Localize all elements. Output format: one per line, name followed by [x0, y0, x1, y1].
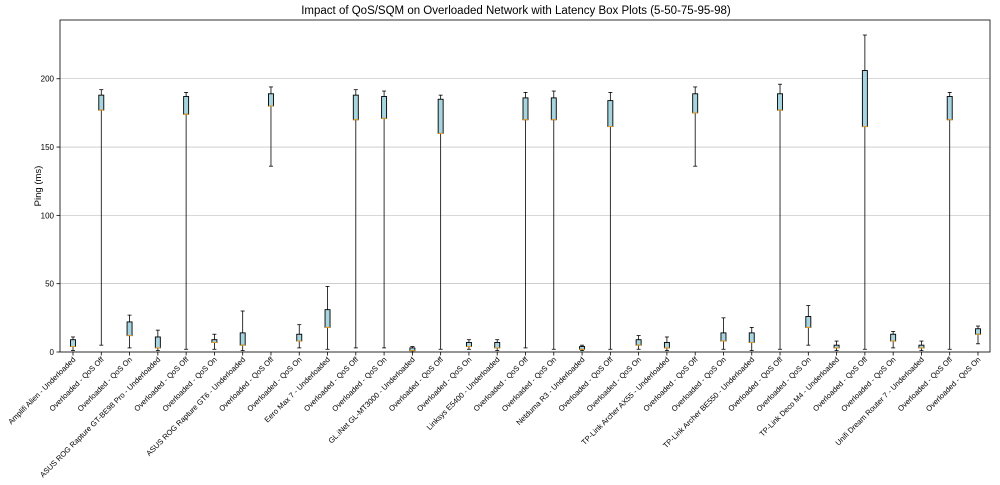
- box: [692, 93, 699, 114]
- plot-frame: [59, 19, 991, 353]
- x-tick-label: Overloaded - QoS On: [670, 355, 728, 413]
- box-plot: [352, 89, 359, 349]
- box-plot: [239, 310, 246, 352]
- box: [975, 328, 981, 335]
- box-plot: [154, 329, 161, 352]
- box: [861, 70, 868, 128]
- box: [154, 336, 161, 349]
- box: [268, 93, 274, 107]
- box: [946, 96, 953, 121]
- box-plot: [918, 340, 925, 352]
- box-plot: [635, 335, 642, 350]
- x-tick-label: Overloaded - QoS On: [415, 355, 473, 413]
- y-tick-label: 150: [41, 143, 55, 152]
- box-plot: [975, 325, 981, 345]
- box-plot: [183, 92, 190, 350]
- box: [126, 321, 133, 337]
- box-plot: [409, 346, 416, 353]
- y-tick-label: 50: [45, 280, 54, 289]
- box-plot: [777, 83, 783, 350]
- box-plot: [748, 327, 755, 352]
- box: [494, 341, 501, 349]
- box: [98, 94, 105, 111]
- x-tick-label: Overloaded - QoS On: [754, 355, 812, 413]
- y-ticks: 0 50 100 150 200: [41, 75, 60, 357]
- y-axis-label: Ping (ms): [33, 166, 44, 207]
- box-plot: [663, 336, 670, 352]
- x-tick-label: Overloaded - QoS On: [924, 355, 982, 413]
- box-plot: [437, 94, 444, 350]
- x-tick-label: Overloaded - QoS On: [245, 355, 303, 413]
- y-tick-label: 200: [41, 75, 55, 84]
- box-plot: [890, 331, 897, 349]
- chart-title: Impact of QoS/SQM on Overloaded Network …: [301, 5, 731, 17]
- box: [437, 98, 444, 134]
- box-plot: [833, 340, 840, 352]
- x-tick-label: Overloaded - QoS On: [585, 355, 643, 413]
- box: [805, 316, 812, 328]
- box: [352, 94, 359, 121]
- box: [748, 332, 755, 343]
- box: [324, 309, 331, 328]
- box-plot: [211, 333, 218, 350]
- box: [183, 96, 190, 115]
- box-plot: [268, 86, 274, 167]
- box-plot: [805, 305, 812, 346]
- box: [607, 100, 614, 128]
- box: [720, 332, 727, 342]
- x-tick-label: Overloaded - QoS On: [330, 355, 388, 413]
- box-plot: [720, 317, 727, 350]
- box: [381, 96, 388, 119]
- box-plot: [494, 339, 501, 352]
- box: [663, 341, 670, 349]
- box: [777, 93, 783, 111]
- box: [465, 341, 472, 347]
- box-plots: [70, 34, 981, 353]
- y-tick-label: 0: [50, 348, 55, 357]
- box-plot: [861, 34, 868, 350]
- box-plot: [550, 90, 557, 350]
- box: [296, 333, 303, 342]
- box-plot: [607, 92, 614, 350]
- box-plot: [324, 286, 331, 350]
- box-plot: [381, 90, 388, 349]
- box: [550, 97, 557, 121]
- box: [635, 339, 642, 346]
- y-tick-label: 100: [41, 211, 55, 220]
- box-plot: [579, 344, 586, 352]
- x-tick-label: Overloaded - QoS On: [500, 355, 558, 413]
- box-plot: [98, 89, 105, 346]
- x-tick-label: Overloaded - QoS On: [839, 355, 897, 413]
- box-plot: [692, 86, 699, 167]
- x-tick-label: Overloaded - QoS On: [76, 355, 134, 413]
- box: [239, 332, 246, 346]
- box-plot: [465, 339, 472, 350]
- box-plot: [296, 324, 303, 349]
- box: [70, 339, 76, 347]
- box: [890, 333, 897, 342]
- box-plot: [70, 336, 76, 352]
- box-plot: [126, 314, 133, 349]
- box: [522, 97, 529, 121]
- box-plot: [522, 92, 529, 349]
- box-plot: [946, 92, 953, 350]
- x-tick-label: Overloaded - QoS On: [161, 355, 219, 413]
